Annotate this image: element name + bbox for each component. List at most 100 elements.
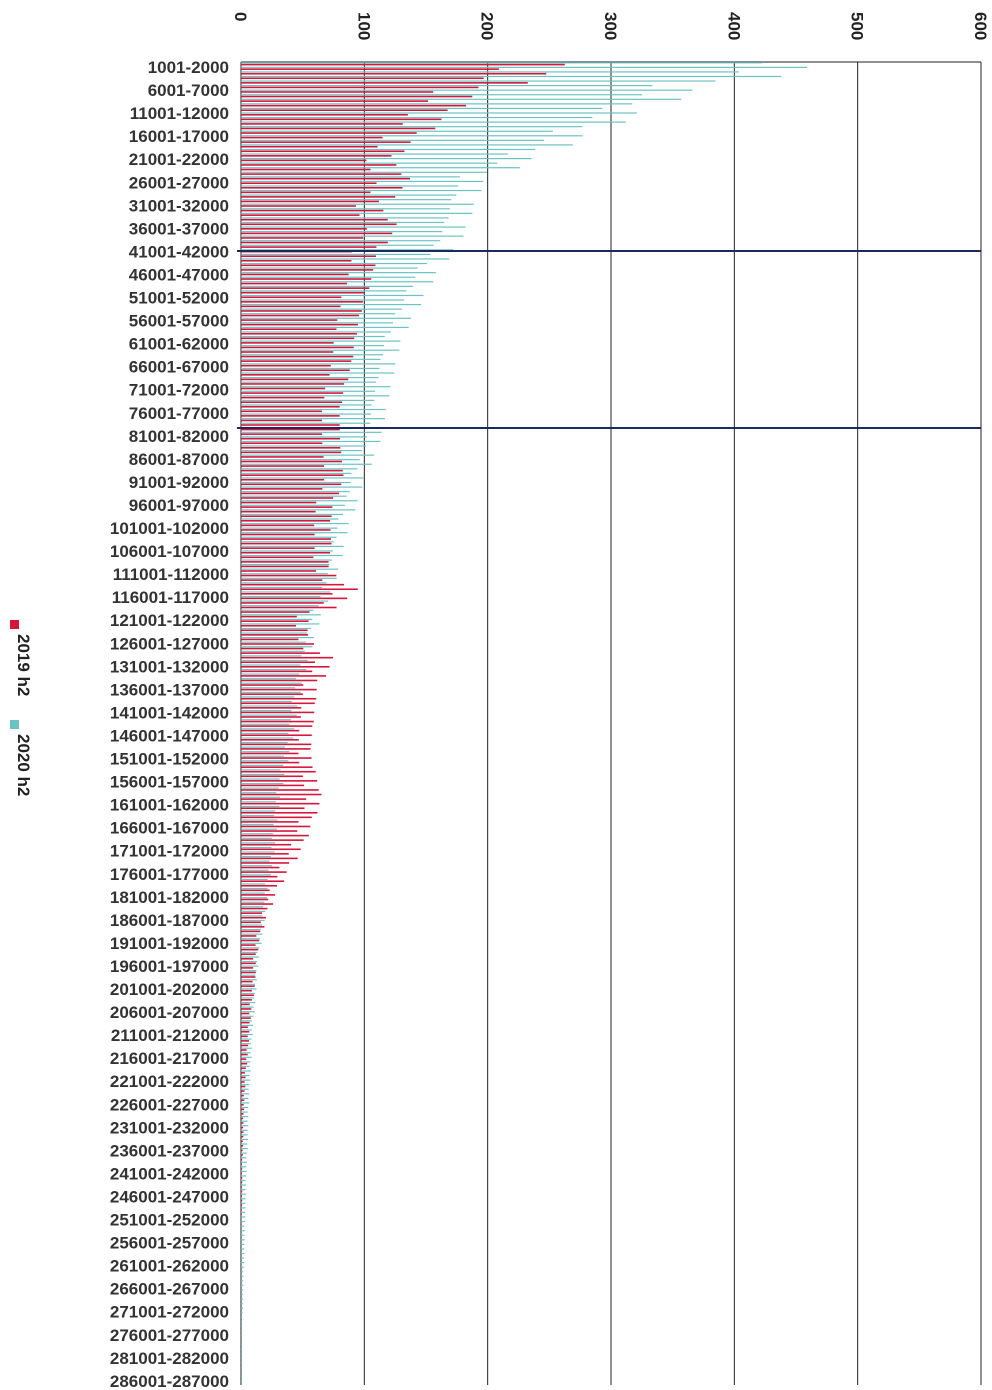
bar-2019-h2 xyxy=(241,369,350,372)
bar-2019-h2 xyxy=(241,807,305,810)
legend: 2019 h2 2020 h2 xyxy=(10,620,33,796)
bar-2020-h2 xyxy=(241,751,290,753)
bar-2020-h2 xyxy=(241,290,407,292)
bar-2020-h2 xyxy=(241,185,459,187)
category-label: 266001-267000 xyxy=(110,1280,229,1299)
bar-2019-h2 xyxy=(241,684,304,686)
category-label: 21001-22000 xyxy=(129,150,229,169)
bar-2019-h2 xyxy=(241,980,253,983)
category-label: 136001-137000 xyxy=(110,680,229,699)
bar-2019-h2 xyxy=(241,848,301,851)
bar-2019-h2 xyxy=(241,387,326,390)
bar-2020-h2 xyxy=(241,139,545,141)
bar-2019-h2 xyxy=(241,665,330,668)
bar-2020-h2 xyxy=(241,650,305,652)
bar-2020-h2 xyxy=(241,1157,247,1159)
bar-2020-h2 xyxy=(241,418,386,420)
bar-2020-h2 xyxy=(241,1262,245,1264)
bar-2020-h2 xyxy=(241,326,409,328)
bar-2019-h2 xyxy=(241,894,276,896)
bar-2019-h2 xyxy=(241,123,403,125)
bar-2020-h2 xyxy=(241,1325,243,1328)
bar-2020-h2 xyxy=(241,1152,248,1154)
bar-2020-h2 xyxy=(241,938,260,940)
bar-2019-h2 xyxy=(241,428,340,431)
bar-2020-h2 xyxy=(241,1061,251,1063)
bar-2019-h2 xyxy=(241,675,327,677)
bar-2020-h2 xyxy=(241,732,289,735)
bar-2020-h2 xyxy=(241,189,482,192)
category-label: 51001-52000 xyxy=(129,289,229,308)
bar-2019-h2 xyxy=(241,269,374,271)
bar-2020-h2 xyxy=(241,335,385,338)
bar-2019-h2 xyxy=(241,606,337,609)
bar-2019-h2 xyxy=(241,155,392,157)
category-label: 276001-277000 xyxy=(110,1326,229,1345)
bar-2020-h2 xyxy=(241,500,358,502)
bar-2020-h2 xyxy=(241,1316,243,1318)
bar-2020-h2 xyxy=(241,682,302,684)
bar-2019-h2 xyxy=(241,944,256,946)
category-label: 151001-152000 xyxy=(110,750,229,769)
bar-2019-h2 xyxy=(241,693,303,695)
bar-2020-h2 xyxy=(241,865,273,867)
category-label: 176001-177000 xyxy=(110,865,229,884)
bar-2020-h2 xyxy=(241,1230,245,1232)
bar-2019-h2 xyxy=(241,72,547,75)
bar-2020-h2 xyxy=(241,605,319,607)
bar-2020-h2 xyxy=(241,1366,243,1369)
bar-2020-h2 xyxy=(241,883,266,885)
bar-2020-h2 xyxy=(241,901,265,903)
bar-2020-h2 xyxy=(241,541,334,543)
bar-2020-h2 xyxy=(241,1321,243,1323)
bar-2019-h2 xyxy=(241,460,343,463)
bar-2020-h2 xyxy=(241,586,323,589)
bar-2020-h2 xyxy=(241,449,362,452)
bar-2020-h2 xyxy=(241,618,313,620)
category-label: 31001-32000 xyxy=(129,196,229,215)
bar-2020-h2 xyxy=(241,550,333,552)
bar-2020-h2 xyxy=(241,755,285,757)
bar-2020-h2 xyxy=(241,226,466,228)
bar-2019-h2 xyxy=(241,328,337,330)
bar-2020-h2 xyxy=(241,532,348,534)
bar-2019-h2 xyxy=(241,1126,244,1129)
bar-2019-h2 xyxy=(241,205,356,207)
bar-2019-h2 xyxy=(241,374,330,376)
bar-2020-h2 xyxy=(241,792,277,794)
bar-2020-h2 xyxy=(241,970,257,972)
bar-2019-h2 xyxy=(241,159,367,162)
bar-2019-h2 xyxy=(241,301,363,303)
bar-2019-h2 xyxy=(241,798,307,800)
bar-2019-h2 xyxy=(241,1195,243,1197)
category-label: 66001-67000 xyxy=(129,358,229,377)
bar-2019-h2 xyxy=(241,871,287,873)
bar-2020-h2 xyxy=(241,668,307,671)
bar-2019-h2 xyxy=(241,593,333,595)
bar-2019-h2 xyxy=(241,100,429,102)
bar-2019-h2 xyxy=(241,1062,248,1065)
bar-2019-h2 xyxy=(241,912,263,914)
bar-2019-h2 xyxy=(241,1172,243,1174)
bar-2019-h2 xyxy=(241,337,355,340)
bar-2020-h2 xyxy=(241,997,255,999)
bar-2019-h2 xyxy=(241,1108,245,1111)
bar-2019-h2 xyxy=(241,1035,248,1038)
bar-2020-h2 xyxy=(241,919,265,922)
bar-2019-h2 xyxy=(241,118,442,121)
bar-2019-h2 xyxy=(241,1085,246,1088)
x-tick-label: 100 xyxy=(354,12,373,40)
bar-2020-h2 xyxy=(241,135,583,137)
bar-2019-h2 xyxy=(241,1149,243,1152)
bar-2019-h2 xyxy=(241,752,299,755)
bar-2020-h2 xyxy=(241,285,414,287)
bar-2020-h2 xyxy=(241,1179,246,1182)
bar-2019-h2 xyxy=(241,1181,243,1184)
bar-2019-h2 xyxy=(241,547,315,549)
bar-2019-h2 xyxy=(241,319,338,321)
bar-2020-h2 xyxy=(241,180,484,183)
bar-2020-h2 xyxy=(241,887,268,890)
bar-2019-h2 xyxy=(241,971,256,974)
bar-2020-h2 xyxy=(241,878,268,881)
bar-2019-h2 xyxy=(241,419,322,422)
